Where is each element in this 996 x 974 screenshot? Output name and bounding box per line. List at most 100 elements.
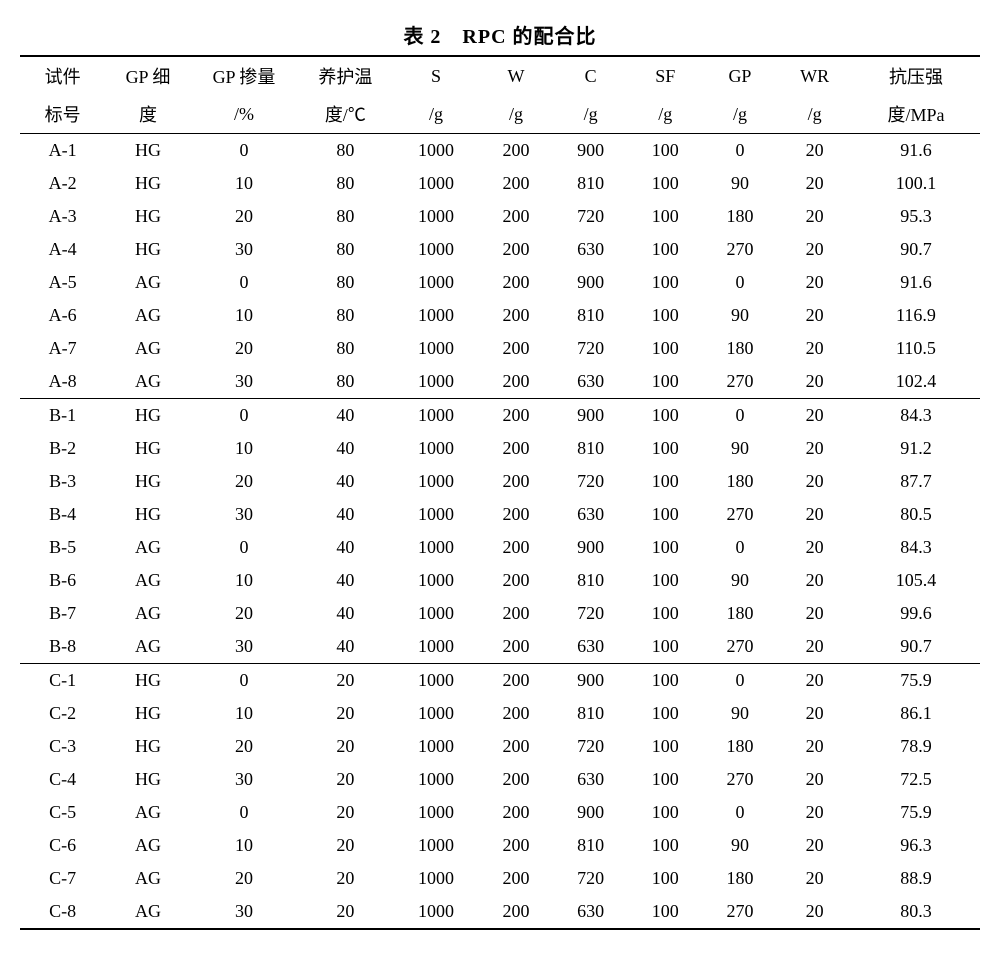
table-cell: B-5: [20, 531, 105, 564]
table-cell: HG: [105, 664, 190, 698]
table-cell: AG: [105, 597, 190, 630]
column-header-line2: /g: [553, 95, 628, 134]
table-cell: 1000: [393, 862, 478, 895]
table-cell: 720: [553, 597, 628, 630]
table-cell: 0: [191, 134, 298, 168]
table-cell: 900: [553, 796, 628, 829]
table-cell: 20: [777, 134, 852, 168]
table-cell: 180: [703, 597, 778, 630]
table-cell: 40: [297, 531, 393, 564]
table-row: C-3HG202010002007201001802078.9: [20, 730, 980, 763]
table-cell: 1000: [393, 697, 478, 730]
table-cell: 40: [297, 432, 393, 465]
table-cell: 20: [777, 531, 852, 564]
column-header-line1: WR: [777, 56, 852, 95]
table-cell: 90: [703, 299, 778, 332]
table-cell: C-5: [20, 796, 105, 829]
table-cell: 20: [191, 730, 298, 763]
table-row: A-1HG080100020090010002091.6: [20, 134, 980, 168]
table-cell: 20: [777, 697, 852, 730]
table-cell: 630: [553, 233, 628, 266]
table-cell: C-6: [20, 829, 105, 862]
column-header-line2: 度/℃: [297, 95, 393, 134]
table-cell: 200: [479, 796, 554, 829]
table-cell: 1000: [393, 630, 478, 664]
table-cell: 720: [553, 862, 628, 895]
column-header-line1: GP 细: [105, 56, 190, 95]
table-cell: 80: [297, 134, 393, 168]
table-cell: 102.4: [852, 365, 980, 399]
table-cell: HG: [105, 233, 190, 266]
column-header-line2: /g: [703, 95, 778, 134]
table-cell: 30: [191, 233, 298, 266]
table-cell: 20: [777, 167, 852, 200]
table-cell: 810: [553, 697, 628, 730]
table-cell: 90.7: [852, 630, 980, 664]
table-cell: 0: [703, 134, 778, 168]
table-cell: AG: [105, 266, 190, 299]
table-cell: 30: [191, 498, 298, 531]
table-cell: 20: [297, 763, 393, 796]
table-cell: 810: [553, 432, 628, 465]
table-row: A-6AG108010002008101009020116.9: [20, 299, 980, 332]
table-cell: 200: [479, 134, 554, 168]
table-cell: 91.6: [852, 134, 980, 168]
table-row: B-6AG104010002008101009020105.4: [20, 564, 980, 597]
table-cell: 100.1: [852, 167, 980, 200]
column-header-line2: 度: [105, 95, 190, 134]
header-row-1: 试件GP 细GP 掺量养护温SWCSFGPWR抗压强: [20, 56, 980, 95]
table-cell: 40: [297, 498, 393, 531]
table-cell: HG: [105, 432, 190, 465]
table-cell: 90: [703, 564, 778, 597]
table-cell: B-2: [20, 432, 105, 465]
table-cell: 1000: [393, 597, 478, 630]
table-cell: 810: [553, 167, 628, 200]
table-cell: 1000: [393, 564, 478, 597]
table-cell: 20: [777, 299, 852, 332]
table-cell: 90: [703, 167, 778, 200]
column-header-line2: 度/MPa: [852, 95, 980, 134]
table-cell: 86.1: [852, 697, 980, 730]
table-row: A-5AG080100020090010002091.6: [20, 266, 980, 299]
table-row: A-3HG208010002007201001802095.3: [20, 200, 980, 233]
table-cell: A-5: [20, 266, 105, 299]
table-cell: 1000: [393, 365, 478, 399]
table-cell: 0: [703, 531, 778, 564]
table-cell: AG: [105, 630, 190, 664]
table-cell: 100: [628, 697, 703, 730]
table-cell: 10: [191, 697, 298, 730]
table-cell: 900: [553, 664, 628, 698]
table-cell: 810: [553, 564, 628, 597]
table-cell: 200: [479, 167, 554, 200]
table-cell: 105.4: [852, 564, 980, 597]
table-cell: 20: [297, 895, 393, 929]
table-cell: 20: [777, 664, 852, 698]
table-cell: 100: [628, 299, 703, 332]
table-cell: 20: [297, 796, 393, 829]
table-cell: 80.3: [852, 895, 980, 929]
table-cell: 200: [479, 597, 554, 630]
table-cell: 30: [191, 365, 298, 399]
table-cell: 40: [297, 465, 393, 498]
table-cell: 1000: [393, 134, 478, 168]
table-cell: 20: [777, 597, 852, 630]
table-cell: 10: [191, 564, 298, 597]
table-cell: 1000: [393, 730, 478, 763]
table-cell: 200: [479, 664, 554, 698]
table-cell: HG: [105, 730, 190, 763]
table-cell: 80: [297, 332, 393, 365]
table-cell: 0: [703, 266, 778, 299]
table-cell: A-2: [20, 167, 105, 200]
table-cell: 100: [628, 134, 703, 168]
table-cell: 200: [479, 465, 554, 498]
table-cell: 91.2: [852, 432, 980, 465]
table-cell: 40: [297, 399, 393, 433]
table-cell: HG: [105, 498, 190, 531]
table-cell: 20: [777, 233, 852, 266]
table-row: B-7AG204010002007201001802099.6: [20, 597, 980, 630]
table-cell: 200: [479, 299, 554, 332]
table-cell: 180: [703, 200, 778, 233]
table-cell: 90.7: [852, 233, 980, 266]
column-header-line1: GP: [703, 56, 778, 95]
rpc-mix-table: 试件GP 细GP 掺量养护温SWCSFGPWR抗压强 标号度/%度/℃/g/g/…: [20, 55, 980, 930]
